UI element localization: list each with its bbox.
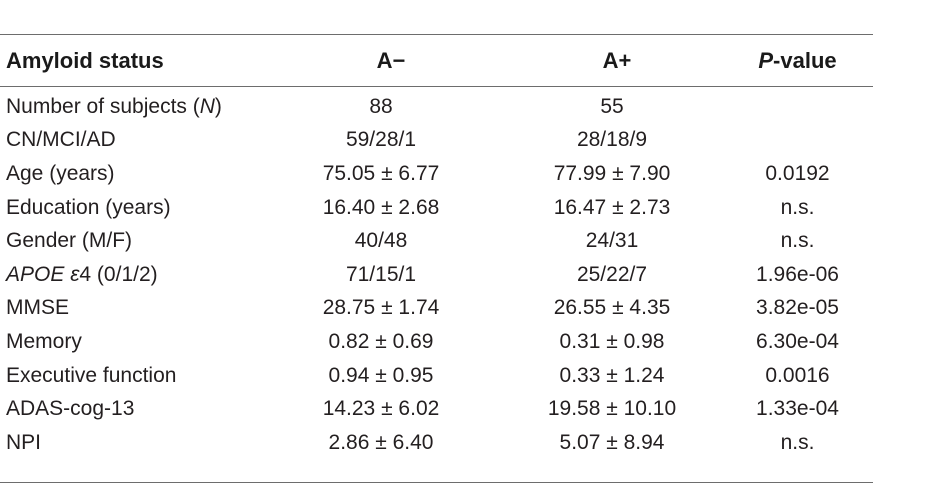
cell-a-negative: 28.75 ± 1.74 (322, 296, 440, 320)
row-label: Number of subjects (N) (0, 90, 270, 124)
table-row: Age (years) 75.05 ± 6.77 77.99 ± 7.90 0.019… (0, 157, 873, 191)
row-label: CN/MCI/AD (0, 124, 270, 158)
table-row: Number of subjects (N) 88 55 (0, 90, 873, 124)
header-a-positive: A+ (602, 47, 632, 73)
table-row: NPI 2.86 ± 6.40 5.07 ± 8.94 n.s. (0, 426, 873, 460)
header-a-negative: A− (376, 47, 406, 73)
header-p-value-rest: -value (773, 47, 837, 73)
row-label-text: MMSE (6, 296, 69, 320)
table-row: CN/MCI/AD 59/28/1 28/18/9 (0, 124, 873, 158)
row-label-italic: APOE ε (6, 262, 80, 286)
row-label: APOE ε4 (0/1/2) (0, 258, 270, 292)
row-label: MMSE (0, 292, 270, 326)
cell-p-value (722, 124, 873, 158)
cell-p-value: n.s. (780, 430, 815, 454)
cell-a-positive: 25/22/7 (576, 262, 648, 286)
row-label: Gender (M/F) (0, 224, 270, 258)
cell-a-negative: 40/48 (354, 229, 408, 253)
cell-a-negative: 14.23 ± 6.02 (322, 397, 440, 421)
row-label-text: Executive function (6, 363, 177, 387)
table-header-rule (0, 86, 873, 87)
table-row: Gender (M/F) 40/48 24/31 n.s. (0, 224, 873, 258)
cell-a-negative: 88 (369, 94, 393, 118)
cell-a-positive: 0.31 ± 0.98 (559, 329, 665, 353)
table-body: Number of subjects (N) 88 55 CN/MCI/AD 59/28… (0, 86, 873, 460)
cell-p-value: 6.30e-04 (756, 329, 839, 353)
table-header: Amyloid status A− A+ P-value (0, 35, 873, 86)
row-label-suffix: 4 (0/1/2) (79, 262, 158, 286)
cell-p-value: 1.96e-06 (756, 262, 839, 286)
cell-a-positive: 28/18/9 (576, 128, 648, 152)
cell-a-negative: 71/15/1 (345, 262, 417, 286)
cell-p-value: n.s. (780, 229, 815, 253)
cell-p-value: 0.0192 (765, 161, 830, 185)
table-row: Memory 0.82 ± 0.69 0.31 ± 0.98 6.30e-04 (0, 325, 873, 359)
row-label: Age (years) (0, 157, 270, 191)
header-amyloid-status: Amyloid status (6, 47, 164, 73)
table-row: Executive function 0.94 ± 0.95 0.33 ± 1.24… (0, 359, 873, 393)
cell-p-value: 0.0016 (765, 363, 830, 387)
row-label-text: Memory (6, 329, 82, 353)
header-row: Amyloid status A− A+ P-value (0, 35, 873, 86)
cell-a-negative: 16.40 ± 2.68 (322, 195, 440, 219)
cell-a-positive: 77.99 ± 7.90 (553, 161, 671, 185)
table-row: Education (years) 16.40 ± 2.68 16.47 ± 2.7… (0, 191, 873, 225)
cell-a-negative: 0.82 ± 0.69 (328, 329, 434, 353)
cell-a-positive: 5.07 ± 8.94 (559, 430, 665, 454)
cell-a-positive: 55 (600, 94, 624, 118)
row-label: Executive function (0, 359, 270, 393)
cell-a-positive: 24/31 (585, 229, 639, 253)
table-row: APOE ε4 (0/1/2) 71/15/1 25/22/7 1.96e-06 (0, 258, 873, 292)
header-p-value: P-value (722, 35, 873, 86)
row-label-text: Number of subjects ( (6, 94, 200, 118)
table-bottom-rule (0, 482, 873, 483)
row-label: NPI (0, 426, 270, 460)
cell-p-value: 3.82e-05 (756, 296, 839, 320)
cell-a-positive: 0.33 ± 1.24 (559, 363, 665, 387)
cell-a-negative: 2.86 ± 6.40 (328, 430, 434, 454)
row-label-suffix: ) (214, 94, 222, 118)
row-label-text: Education (years) (6, 195, 171, 219)
cell-a-positive: 19.58 ± 10.10 (547, 397, 677, 421)
cell-a-negative: 75.05 ± 6.77 (322, 161, 440, 185)
table-row: ADAS-cog-13 14.23 ± 6.02 19.58 ± 10.10 1.33… (0, 392, 873, 426)
row-label: Memory (0, 325, 270, 359)
header-p-value-italic: P (758, 47, 774, 73)
table-row: MMSE 28.75 ± 1.74 26.55 ± 4.35 3.82e-05 (0, 292, 873, 326)
row-label-text: ADAS-cog-13 (6, 397, 135, 421)
row-label: Education (years) (0, 191, 270, 225)
row-label-text: Gender (M/F) (6, 229, 133, 253)
cell-a-negative: 59/28/1 (345, 128, 417, 152)
cell-p-value: 1.33e-04 (756, 397, 839, 421)
cell-p-value: n.s. (780, 195, 815, 219)
cell-a-positive: 26.55 ± 4.35 (553, 296, 671, 320)
cell-p-value (722, 90, 873, 124)
amyloid-status-table: Amyloid status A− A+ P-value Number of s… (0, 35, 873, 460)
row-label-text: NPI (6, 430, 42, 454)
cell-a-positive: 16.47 ± 2.73 (553, 195, 671, 219)
row-label-text: CN/MCI/AD (6, 128, 116, 152)
row-label-text: Age (years) (6, 161, 115, 185)
cell-a-negative: 0.94 ± 0.95 (328, 363, 434, 387)
table-top-rule (0, 34, 873, 35)
row-label-italic: N (199, 94, 215, 118)
row-label: ADAS-cog-13 (0, 392, 270, 426)
